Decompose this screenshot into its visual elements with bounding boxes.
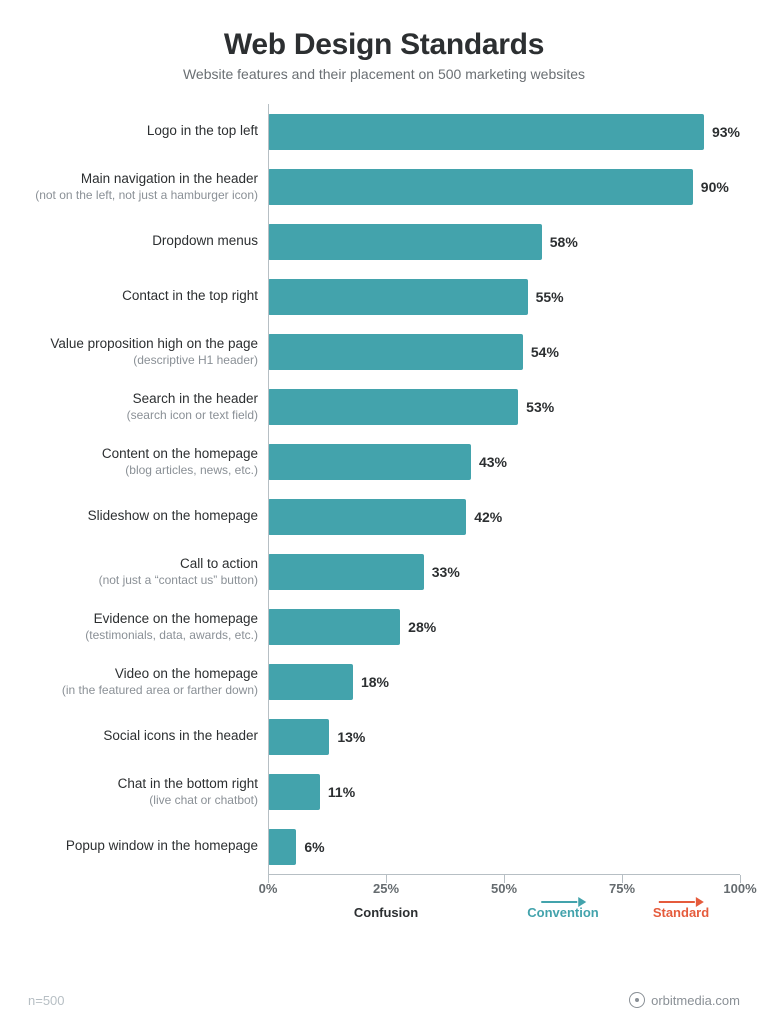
x-axis: 0%25%50%75%100% ConfusionConventionStand… bbox=[268, 874, 740, 934]
bar bbox=[268, 444, 471, 480]
bar-label: Evidence on the homepage bbox=[28, 611, 258, 628]
credit: orbitmedia.com bbox=[629, 992, 740, 1008]
bar-value: 43% bbox=[479, 454, 507, 470]
x-tick-label: 50% bbox=[491, 881, 517, 896]
bar bbox=[268, 499, 466, 535]
bar-label: Video on the homepage bbox=[28, 666, 258, 683]
bar bbox=[268, 829, 296, 865]
bar-row: Search in the header(search icon or text… bbox=[28, 379, 740, 434]
bar-value: 6% bbox=[304, 839, 324, 855]
legend-label: Standard bbox=[653, 905, 709, 920]
x-tick-label: 75% bbox=[609, 881, 635, 896]
bar-row: Social icons in the header 13% bbox=[28, 709, 740, 764]
x-tick-label: 100% bbox=[723, 881, 756, 896]
bar bbox=[268, 774, 320, 810]
legend-item: Convention bbox=[527, 901, 599, 920]
bar-row: Contact in the top right 55% bbox=[28, 269, 740, 324]
bar-sublabel: (testimonials, data, awards, etc.) bbox=[28, 628, 258, 642]
bar-row: Video on the homepage(in the featured ar… bbox=[28, 654, 740, 709]
bar bbox=[268, 389, 518, 425]
bar-label: Search in the header bbox=[28, 391, 258, 408]
bar bbox=[268, 169, 693, 205]
bar-sublabel: (descriptive H1 header) bbox=[28, 353, 258, 367]
bar-value: 33% bbox=[432, 564, 460, 580]
bar-value: 13% bbox=[337, 729, 365, 745]
bar-sublabel: (blog articles, news, etc.) bbox=[28, 463, 258, 477]
bar-label: Chat in the bottom right bbox=[28, 776, 258, 793]
bar-sublabel: (search icon or text field) bbox=[28, 408, 258, 422]
legend-label: Confusion bbox=[354, 905, 418, 920]
bar bbox=[268, 334, 523, 370]
y-axis-line bbox=[268, 104, 269, 874]
bar-row: Main navigation in the header(not on the… bbox=[28, 159, 740, 214]
bar bbox=[268, 719, 329, 755]
bar-label: Popup window in the homepage bbox=[28, 838, 258, 855]
bar-row: Dropdown menus 58% bbox=[28, 214, 740, 269]
orbit-icon bbox=[629, 992, 645, 1008]
sample-size: n=500 bbox=[28, 993, 65, 1008]
bar-row: Chat in the bottom right(live chat or ch… bbox=[28, 764, 740, 819]
bar-label: Logo in the top left bbox=[28, 123, 258, 140]
bar-label: Slideshow on the homepage bbox=[28, 508, 258, 525]
bar bbox=[268, 114, 704, 150]
bar bbox=[268, 609, 400, 645]
bar-row: Content on the homepage(blog articles, n… bbox=[28, 434, 740, 489]
bar-label: Social icons in the header bbox=[28, 728, 258, 745]
legend-item: Confusion bbox=[354, 901, 418, 920]
arrow-icon bbox=[659, 901, 703, 903]
x-tick-label: 0% bbox=[259, 881, 278, 896]
bar-label: Main navigation in the header bbox=[28, 171, 258, 188]
bar-label: Dropdown menus bbox=[28, 233, 258, 250]
bar-sublabel: (live chat or chatbot) bbox=[28, 793, 258, 807]
bar bbox=[268, 664, 353, 700]
bar-value: 53% bbox=[526, 399, 554, 415]
bar-row: Logo in the top left 93% bbox=[28, 104, 740, 159]
bar-label: Content on the homepage bbox=[28, 446, 258, 463]
x-tick-label: 25% bbox=[373, 881, 399, 896]
bar-value: 42% bbox=[474, 509, 502, 525]
bar bbox=[268, 279, 528, 315]
bar-value: 18% bbox=[361, 674, 389, 690]
bar bbox=[268, 224, 542, 260]
bar-row: Popup window in the homepage 6% bbox=[28, 819, 740, 874]
bar bbox=[268, 554, 424, 590]
bar-label: Value proposition high on the page bbox=[28, 336, 258, 353]
bar-label: Call to action bbox=[28, 556, 258, 573]
credit-label: orbitmedia.com bbox=[651, 993, 740, 1008]
legend-label: Convention bbox=[527, 905, 599, 920]
bar-value: 58% bbox=[550, 234, 578, 250]
bar-row: Evidence on the homepage(testimonials, d… bbox=[28, 599, 740, 654]
chart-subtitle: Website features and their placement on … bbox=[28, 66, 740, 82]
bar-sublabel: (in the featured area or farther down) bbox=[28, 683, 258, 697]
legend-item: Standard bbox=[653, 901, 709, 920]
bar-value: 11% bbox=[328, 784, 355, 800]
legend: Confusion Convention Standard bbox=[268, 901, 740, 931]
chart-title: Web Design Standards bbox=[28, 28, 740, 62]
bar-row: Call to action(not just a “contact us” b… bbox=[28, 544, 740, 599]
bar-value: 55% bbox=[536, 289, 564, 305]
bar-sublabel: (not on the left, not just a hamburger i… bbox=[28, 188, 258, 202]
bar-chart: Logo in the top left 93% Main navigation i… bbox=[28, 104, 740, 874]
bar-value: 54% bbox=[531, 344, 559, 360]
bar-value: 93% bbox=[712, 124, 740, 140]
arrow-icon bbox=[541, 901, 585, 903]
bar-value: 28% bbox=[408, 619, 436, 635]
bar-value: 90% bbox=[701, 179, 729, 195]
bar-row: Slideshow on the homepage 42% bbox=[28, 489, 740, 544]
bar-row: Value proposition high on the page(descr… bbox=[28, 324, 740, 379]
bar-sublabel: (not just a “contact us” button) bbox=[28, 573, 258, 587]
bar-label: Contact in the top right bbox=[28, 288, 258, 305]
